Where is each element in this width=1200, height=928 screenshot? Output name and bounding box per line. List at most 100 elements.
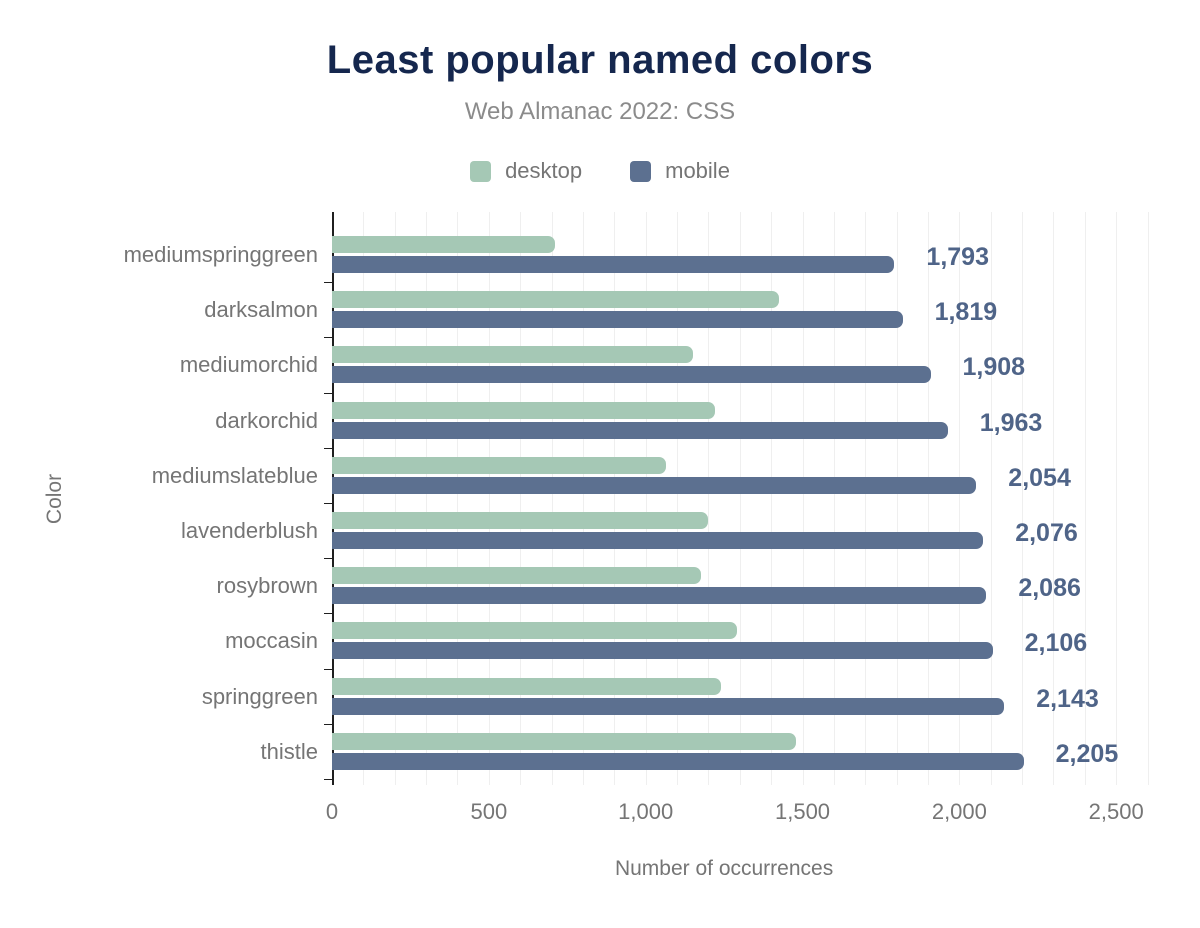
x-tick-label: 1,000: [618, 799, 674, 824]
y-axis-tick: [324, 447, 332, 449]
gridline: [708, 212, 710, 785]
desktop-bar: [332, 512, 709, 529]
y-axis-tick: [324, 337, 332, 339]
category-row: mediumslateblue 2,054: [152, 448, 1162, 503]
legend-swatch-mobile: [630, 160, 652, 182]
legend-swatch-desktop: [470, 160, 492, 182]
legend: desktop mobile: [0, 158, 1200, 184]
y-axis-tick: [324, 668, 332, 670]
gridline: [896, 212, 898, 785]
gridline: [488, 212, 490, 785]
category-row: darkorchid 1,963: [215, 393, 1162, 448]
gridline: [739, 212, 741, 785]
category-row: mediumorchid 1,908: [180, 337, 1162, 392]
desktop-bar: [332, 622, 737, 640]
value-label: 1,963: [979, 408, 1043, 437]
gridline: [457, 212, 459, 785]
gridline: [1022, 212, 1024, 785]
desktop-bar: [332, 236, 555, 253]
category-label: mediumorchid: [179, 352, 318, 378]
value-label: 2,076: [1015, 519, 1078, 547]
chart-subtitle: Web Almanac 2022: CSS: [464, 98, 736, 125]
gridline: [771, 212, 773, 785]
mobile-bar: [332, 256, 895, 273]
gridline: [520, 212, 522, 785]
mobile-bar: [332, 752, 1024, 770]
category-label: thistle: [260, 738, 318, 764]
gridline: [927, 212, 929, 785]
category-label: rosybrown: [216, 573, 318, 599]
mobile-bar: [332, 476, 977, 494]
legend-item-desktop: desktop: [470, 158, 582, 184]
gridline: [1147, 212, 1149, 785]
legend-label-desktop: desktop: [505, 158, 583, 183]
value-label: 2,143: [1036, 684, 1099, 713]
x-tick-label: 1,500: [774, 799, 831, 824]
x-tick-label: 2,000: [931, 799, 987, 824]
gridline: [394, 212, 396, 785]
gridline: [614, 212, 616, 785]
y-axis-tick: [324, 282, 332, 284]
category-row: mediumspringgreen 1,793: [124, 227, 1162, 282]
mobile-bar: [332, 532, 984, 549]
mobile-bar: [332, 421, 948, 439]
category-label: lavenderblush: [181, 518, 318, 543]
category-label: moccasin: [225, 628, 318, 654]
category-row: darksalmon 1,819: [204, 282, 1162, 337]
gridline: [551, 212, 553, 785]
gridline: [833, 212, 835, 785]
category-row: rosybrown 2,086: [217, 558, 1162, 613]
plot-area: mediumspringgreen 1,793 darksalmon 1,819 med…: [124, 212, 1162, 785]
category-row: moccasin 2,106: [225, 613, 1162, 668]
desktop-bar: [332, 677, 721, 695]
value-label: 2,205: [1055, 739, 1119, 768]
gridline: [1084, 212, 1086, 785]
legend-label-mobile: mobile: [665, 158, 730, 183]
y-axis-tick: [324, 723, 332, 725]
value-label: 1,793: [926, 243, 989, 271]
legend-item-mobile: mobile: [630, 158, 730, 184]
gridline: [426, 212, 428, 785]
value-label: 1,908: [962, 353, 1026, 382]
chart-title: Least popular named colors: [326, 38, 874, 82]
gridline: [959, 212, 961, 785]
y-axis-title: Color: [43, 473, 66, 524]
gridline: [363, 212, 365, 785]
y-axis-tick: [324, 779, 332, 780]
y-axis-tick: [324, 392, 332, 394]
mobile-bar: [332, 587, 987, 605]
value-label: 2,054: [1008, 463, 1071, 492]
y-axis-tick: [324, 503, 332, 504]
y-axis-tick: [324, 613, 332, 615]
y-axis-tick: [324, 558, 332, 560]
category-label: mediumspringgreen: [123, 242, 318, 267]
gridline: [865, 212, 867, 785]
x-axis-title: Number of occurrences: [614, 857, 834, 880]
gridline: [582, 212, 584, 785]
category-row: thistle 2,205: [261, 724, 1162, 779]
desktop-bar: [332, 346, 693, 364]
mobile-bar: [332, 697, 1005, 715]
value-label: 2,106: [1024, 629, 1088, 658]
category-label: darkorchid: [215, 407, 318, 433]
x-tick-label: 2,500: [1088, 799, 1144, 824]
category-row: springgreen 2,143: [202, 669, 1162, 724]
category-label: darksalmon: [204, 297, 318, 323]
desktop-bar: [332, 291, 779, 309]
gridline: [677, 212, 679, 785]
y-axis-line: [332, 212, 334, 785]
category-row: lavenderblush 2,076: [181, 503, 1162, 558]
desktop-bar: [332, 567, 701, 585]
gridline: [1053, 212, 1055, 785]
desktop-bar: [332, 401, 715, 419]
desktop-bar: [332, 732, 797, 750]
category-label: mediumslateblue: [151, 462, 318, 488]
gridline: [990, 212, 992, 785]
desktop-bar: [332, 456, 667, 474]
mobile-bar: [332, 642, 993, 660]
category-label: springgreen: [201, 683, 318, 709]
mobile-bar: [332, 366, 931, 384]
value-label: 2,086: [1018, 574, 1081, 603]
value-label: 1,819: [934, 298, 998, 327]
